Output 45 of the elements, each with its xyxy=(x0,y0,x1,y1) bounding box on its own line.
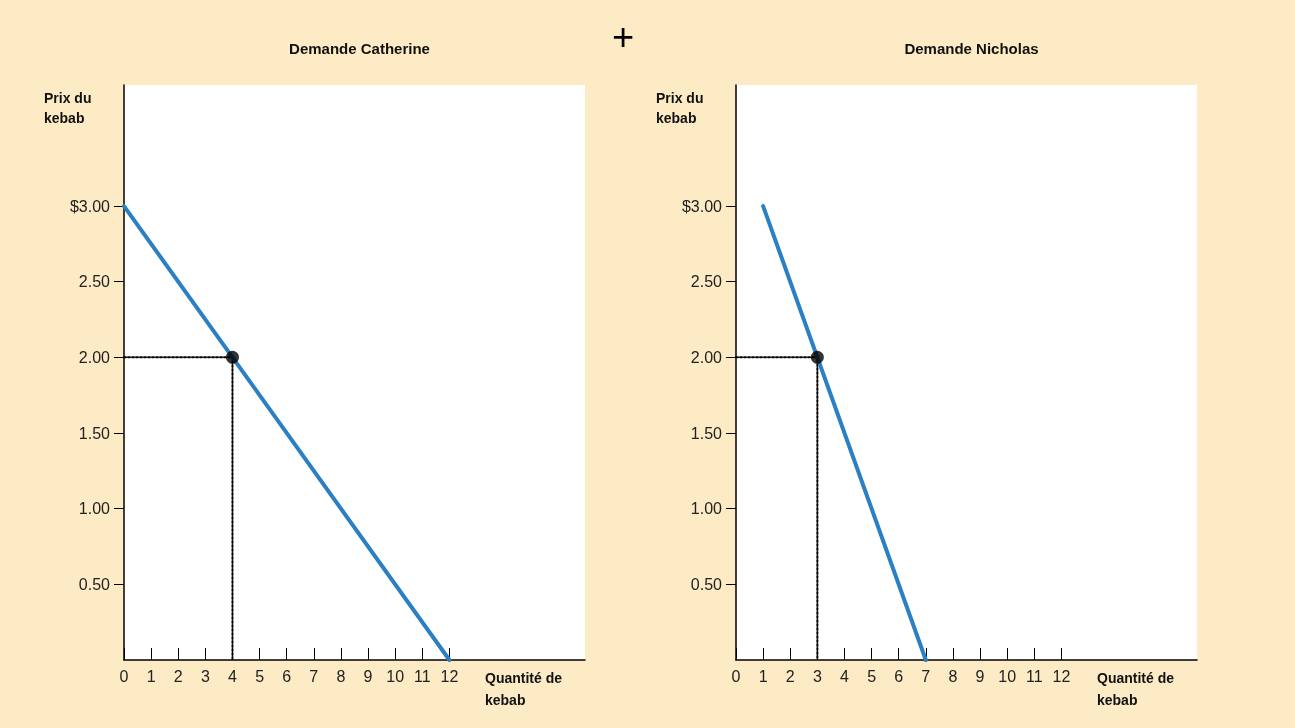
y-axis-title: Prix du kebab xyxy=(656,90,708,126)
chart-title: Demande Catherine xyxy=(289,40,430,57)
y-tick-label: 0.50 xyxy=(78,575,111,593)
x-tick-label: 3 xyxy=(200,667,210,685)
x-tick-label: 10 xyxy=(386,667,405,685)
x-tick-label: 4 xyxy=(228,667,238,685)
x-tick-label: 0 xyxy=(119,667,129,685)
x-tick-label: 8 xyxy=(948,667,958,685)
y-tick-label: 2.50 xyxy=(690,273,723,291)
y-tick-label: 0.50 xyxy=(690,575,723,593)
x-tick-label: 0 xyxy=(731,667,741,685)
text: + xyxy=(612,16,635,58)
y-tick-label: $3.00 xyxy=(681,197,723,215)
x-tick-label: 9 xyxy=(975,667,985,685)
y-tick-label: 1.50 xyxy=(78,424,111,442)
y-tick-label: 1.00 xyxy=(690,500,723,518)
chart-title: Demande Nicholas xyxy=(904,40,1039,57)
x-tick-label: 7 xyxy=(309,667,319,685)
x-tick-label: 6 xyxy=(282,667,292,685)
x-tick-label: 12 xyxy=(440,667,459,685)
x-tick-label: 12 xyxy=(1052,667,1071,685)
x-tick-label: 4 xyxy=(840,667,850,685)
x-axis-title: Quantité de kebab xyxy=(1097,670,1178,708)
y-tick-label: 2.00 xyxy=(690,348,723,366)
x-tick-label: 11 xyxy=(413,667,431,685)
x-tick-label: 8 xyxy=(336,667,346,685)
x-tick-label: 2 xyxy=(785,667,795,685)
y-tick-label: $3.00 xyxy=(69,197,111,215)
x-tick-label: 11 xyxy=(1025,667,1043,685)
x-tick-label: 1 xyxy=(146,667,156,685)
y-axis-title: Prix du kebab xyxy=(44,90,96,126)
x-tick-label: 2 xyxy=(173,667,183,685)
x-tick-label: 1 xyxy=(758,667,768,685)
y-tick-label: 2.00 xyxy=(78,348,111,366)
y-tick-label: 1.50 xyxy=(690,424,723,442)
x-tick-label: 6 xyxy=(894,667,904,685)
x-tick-label: 7 xyxy=(921,667,931,685)
x-tick-label: 9 xyxy=(363,667,373,685)
x-axis-title: Quantité de kebab xyxy=(485,670,566,708)
x-tick-label: 3 xyxy=(812,667,822,685)
x-tick-label: 5 xyxy=(255,667,265,685)
y-tick-label: 2.50 xyxy=(78,273,111,291)
x-tick-label: 5 xyxy=(867,667,877,685)
y-tick-label: 1.00 xyxy=(78,500,111,518)
x-tick-label: 10 xyxy=(998,667,1017,685)
